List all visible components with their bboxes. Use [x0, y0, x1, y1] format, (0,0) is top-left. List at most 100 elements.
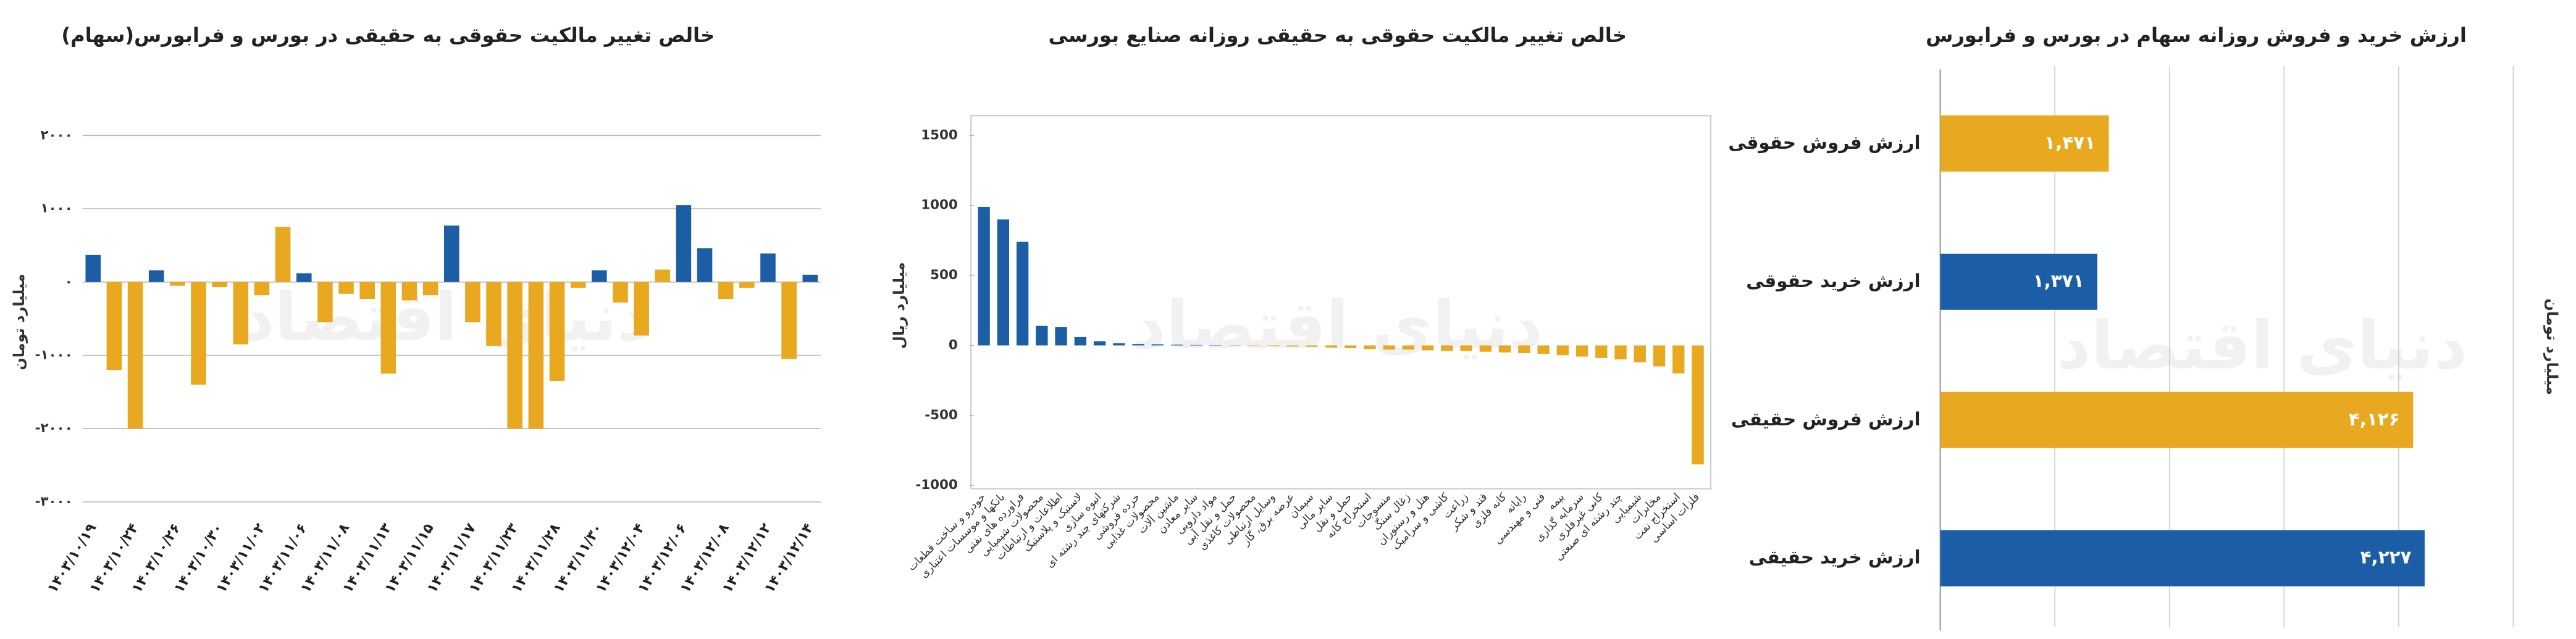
y-tick-label: -۳۰۰۰ [35, 494, 73, 509]
bar [1441, 345, 1453, 351]
bar [1537, 345, 1550, 354]
bar [1306, 345, 1318, 347]
bar [380, 282, 396, 374]
y-axis-label: میلیارد تومان [10, 274, 28, 370]
value-label: ۱,۳۷۱ [2033, 270, 2084, 291]
y-tick-label: 0 [949, 337, 958, 353]
plot-frame [970, 115, 1712, 490]
bar [254, 282, 270, 296]
bar [1325, 345, 1338, 348]
y-tick-label: 500 [930, 267, 958, 283]
bar [1016, 241, 1029, 346]
bar [1634, 345, 1646, 362]
bar [148, 270, 164, 282]
bar [85, 254, 101, 282]
bar [317, 282, 333, 323]
bar [1151, 344, 1164, 346]
bar [296, 273, 312, 282]
bar [233, 282, 249, 345]
x-axis-label: میلیارد تومان [2543, 298, 2561, 395]
bar [591, 270, 607, 282]
bar [802, 274, 818, 282]
bar [1518, 345, 1530, 353]
y-tick-label: ۲۰۰۰ [40, 127, 72, 143]
bar [1575, 345, 1588, 357]
bar [212, 282, 227, 288]
bar [549, 282, 565, 382]
bar [1940, 530, 2425, 587]
y-tick-label: -500 [925, 407, 958, 423]
y-tick-label: 1000 [921, 198, 958, 213]
bar [676, 205, 692, 282]
bar [507, 282, 522, 429]
y-tick-label: -۲۰۰۰ [35, 420, 73, 436]
value-label: ۱,۴۷۱ [2044, 132, 2096, 153]
bar [1055, 327, 1067, 346]
bar [1460, 345, 1472, 351]
y-tick-label: ارزش فروش حقیقی [1731, 409, 1921, 430]
bar [1074, 336, 1086, 346]
y-axis-label: میلیارد ریال [891, 262, 908, 349]
value-label: ۴,۲۲۷ [2360, 547, 2412, 568]
bar [1113, 343, 1125, 346]
bar [1672, 345, 1685, 374]
bar [1132, 344, 1144, 346]
bar [1940, 253, 2098, 310]
bar [781, 282, 797, 359]
watermark: دنیای اقتصاد [2057, 307, 2468, 384]
bar [338, 282, 354, 294]
bar [1344, 345, 1357, 349]
bar [465, 282, 480, 323]
watermark: دنیای اقتصاد [1132, 288, 1543, 364]
bar [1940, 115, 2109, 172]
bar [1383, 345, 1395, 350]
bar [401, 282, 417, 301]
bar [528, 282, 544, 429]
bar [1692, 345, 1704, 465]
bar [191, 282, 206, 385]
bar [1614, 345, 1627, 360]
y-tick-label: ارزش خرید حقوقی [1746, 270, 1920, 291]
bar [1267, 345, 1280, 346]
bar [1286, 345, 1299, 347]
bar [1556, 345, 1569, 356]
bar [275, 227, 291, 282]
bar [1093, 341, 1106, 346]
y-tick-label: ۱۰۰۰ [40, 201, 72, 216]
bar [613, 282, 628, 303]
bar [422, 282, 438, 296]
bar [170, 282, 185, 286]
bar [1479, 345, 1492, 352]
y-tick-label: ۰ [65, 274, 73, 290]
bar [486, 282, 501, 346]
bar [1364, 345, 1376, 349]
watermark: دنیای اقتصاد [240, 280, 651, 356]
bar [1653, 345, 1666, 367]
bar [1402, 345, 1415, 350]
bar [106, 282, 122, 370]
bar [359, 282, 375, 299]
bar [570, 282, 586, 288]
y-tick-label: 1500 [921, 127, 958, 143]
bar [718, 282, 734, 299]
chart-title: ارزش خرید و فروش روزانه سهام در بورس و ف… [1926, 23, 2467, 47]
bar [1595, 345, 1608, 358]
y-tick-label: -۱۰۰۰ [35, 348, 73, 363]
y-tick-label: ارزش فروش حقوقی [1728, 132, 1920, 153]
bar [1190, 345, 1202, 346]
bar [1421, 345, 1434, 351]
bar [997, 219, 1010, 346]
bar [978, 207, 990, 346]
chart-title: خالص تغییر مالکیت حقوقی به حقیقی روزانه … [1048, 23, 1626, 47]
bar [655, 269, 671, 282]
y-tick-label: ارزش خرید حقیقی [1749, 547, 1921, 568]
value-label: ۴,۱۲۶ [2349, 409, 2400, 430]
bar [127, 282, 143, 429]
bar [1498, 345, 1511, 353]
bar [634, 282, 649, 336]
y-tick-label: -1000 [915, 477, 957, 493]
bar [443, 225, 459, 282]
bar [1036, 325, 1048, 346]
bar [1940, 391, 2414, 448]
